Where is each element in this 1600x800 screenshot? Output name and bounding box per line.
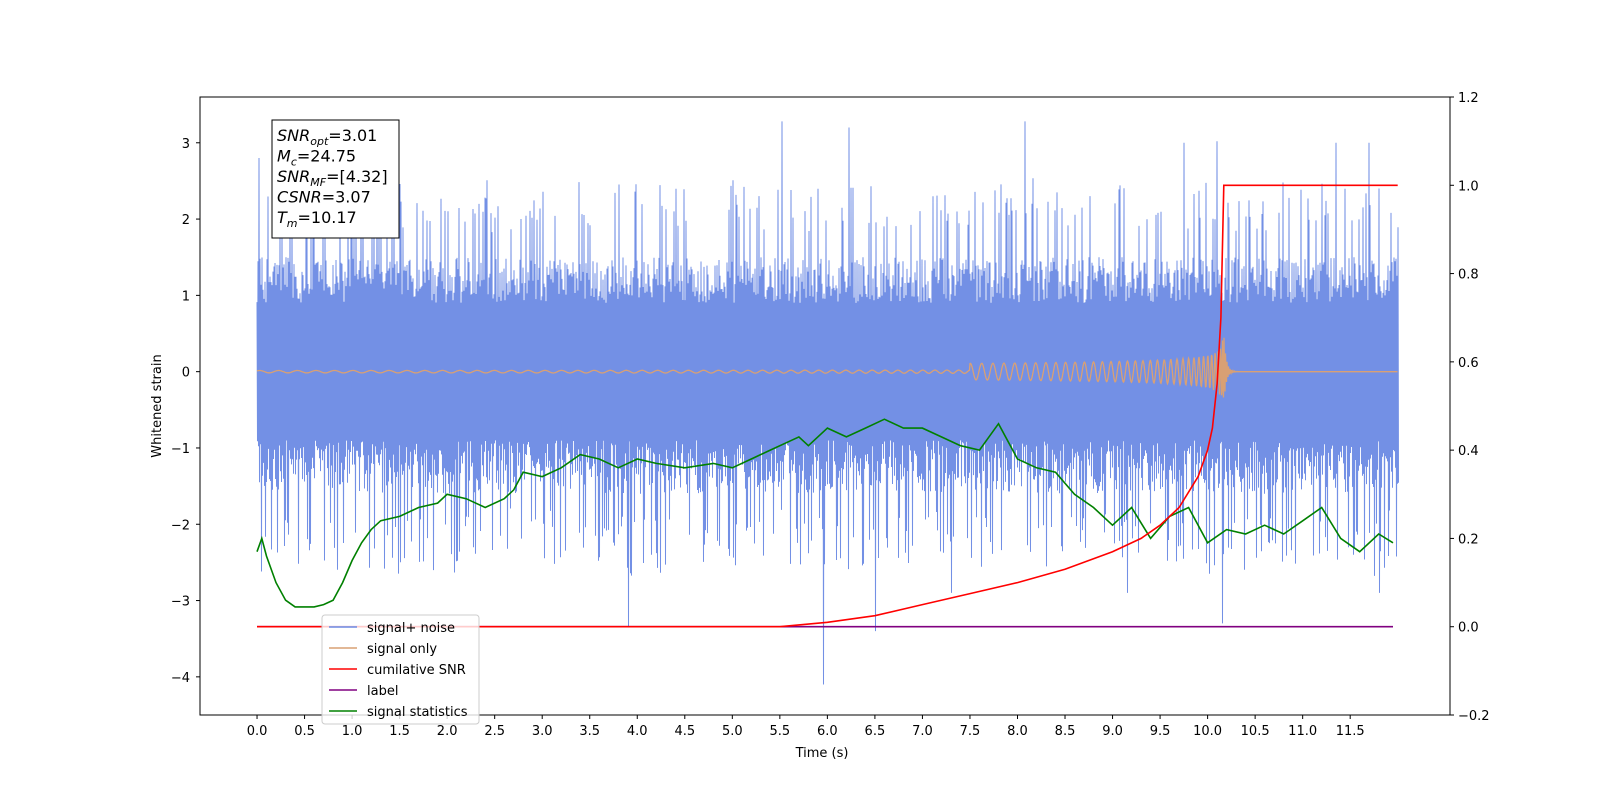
y2-tick-label: 0.2 — [1458, 532, 1479, 547]
x-tick-label: 2.5 — [484, 724, 505, 739]
y-tick-label: 1 — [182, 289, 190, 304]
legend-label: signal+ noise — [367, 621, 455, 636]
annotation-line: Tm=10.17 — [277, 208, 357, 230]
legend-items: signal+ noise signal only cumilative SNR la… — [329, 621, 468, 720]
x-tick-label: 0.5 — [294, 724, 315, 739]
y2-tick-label: 1.0 — [1458, 179, 1479, 194]
annotation-line: CSNR=3.07 — [277, 188, 371, 207]
x-tick-label: 10.0 — [1193, 724, 1222, 739]
x-tick-label: 11.5 — [1336, 724, 1365, 739]
x-tick-label: 9.0 — [1102, 724, 1123, 739]
x-tick-label: 5.0 — [722, 724, 743, 739]
x-tick-label: 1.5 — [389, 724, 410, 739]
x-tick-label: 11.0 — [1288, 724, 1317, 739]
x-tick-label: 4.0 — [627, 724, 648, 739]
annotation-lines: SNRopt=3.01Mc=24.75SNRMF=[4.32]CSNR=3.07… — [277, 126, 388, 230]
y-axis-left: 3 2 1 0 −1 −2 −3 −4 — [171, 137, 200, 686]
x-tick-label: 1.0 — [342, 724, 363, 739]
x-tick-label: 9.5 — [1150, 724, 1171, 739]
x-tick-label: 7.0 — [912, 724, 933, 739]
y2-tick-label: −0.2 — [1458, 709, 1490, 724]
annotation-line: Mc=24.75 — [277, 147, 356, 169]
annotation-line: SNRMF=[4.32] — [277, 167, 388, 189]
y-tick-label: 3 — [182, 137, 190, 152]
x-tick-label: 3.5 — [579, 724, 600, 739]
legend-label: signal statistics — [367, 705, 468, 720]
y-tick-label: 0 — [182, 366, 190, 381]
x-tick-label: 6.0 — [817, 724, 838, 739]
legend-label: label — [367, 684, 398, 699]
x-axis: 0.0 0.5 1.0 1.5 2.0 2.5 3.0 3.5 4.0 4.5 5.0 5.5 6.0 6… — [247, 715, 1365, 739]
x-tick-label: 8.5 — [1055, 724, 1076, 739]
x-tick-label: 3.0 — [532, 724, 553, 739]
y-tick-label: −4 — [171, 671, 190, 686]
y-tick-label: −1 — [171, 442, 190, 457]
series-cumulative-snr — [257, 184, 1398, 628]
y-axis-label: Whitened strain — [150, 354, 165, 457]
y2-tick-label: 1.2 — [1458, 91, 1479, 106]
y2-tick-label: 0.8 — [1458, 268, 1479, 283]
x-tick-label: 4.5 — [674, 724, 695, 739]
x-tick-label: 7.5 — [960, 724, 981, 739]
y-tick-label: 2 — [182, 213, 190, 228]
y2-tick-label: 0.0 — [1458, 621, 1479, 636]
x-tick-label: 0.0 — [247, 724, 268, 739]
y-axis-right: 1.2 1.0 0.8 0.6 0.4 0.2 0.0 −0.2 — [1450, 91, 1490, 724]
y-tick-label: −3 — [171, 595, 190, 610]
annotation-box: SNRopt=3.01Mc=24.75SNRMF=[4.32]CSNR=3.07… — [271, 119, 400, 239]
annotation-line: SNRopt=3.01 — [277, 126, 377, 148]
x-tick-label: 2.0 — [437, 724, 458, 739]
x-tick-label: 6.5 — [865, 724, 886, 739]
x-tick-label: 8.0 — [1007, 724, 1028, 739]
legend-frame — [321, 614, 480, 725]
y2-tick-label: 0.4 — [1458, 444, 1479, 459]
y-tick-label: −2 — [171, 518, 190, 533]
series-signal-statistics — [256, 418, 1394, 608]
legend: signal+ noise signal only cumilative SNR la… — [321, 614, 480, 725]
series-signal-noise — [256, 121, 1399, 685]
series-signal-only — [256, 337, 1398, 398]
x-axis-label: Time (s) — [795, 746, 849, 761]
plot-area — [256, 121, 1399, 685]
y2-tick-label: 0.6 — [1458, 356, 1479, 371]
axes-frame — [199, 96, 1451, 716]
x-tick-label: 10.5 — [1241, 724, 1270, 739]
annotation-frame — [271, 119, 400, 239]
legend-label: signal only — [367, 642, 437, 657]
x-tick-label: 5.5 — [770, 724, 791, 739]
legend-label: cumilative SNR — [367, 663, 466, 678]
